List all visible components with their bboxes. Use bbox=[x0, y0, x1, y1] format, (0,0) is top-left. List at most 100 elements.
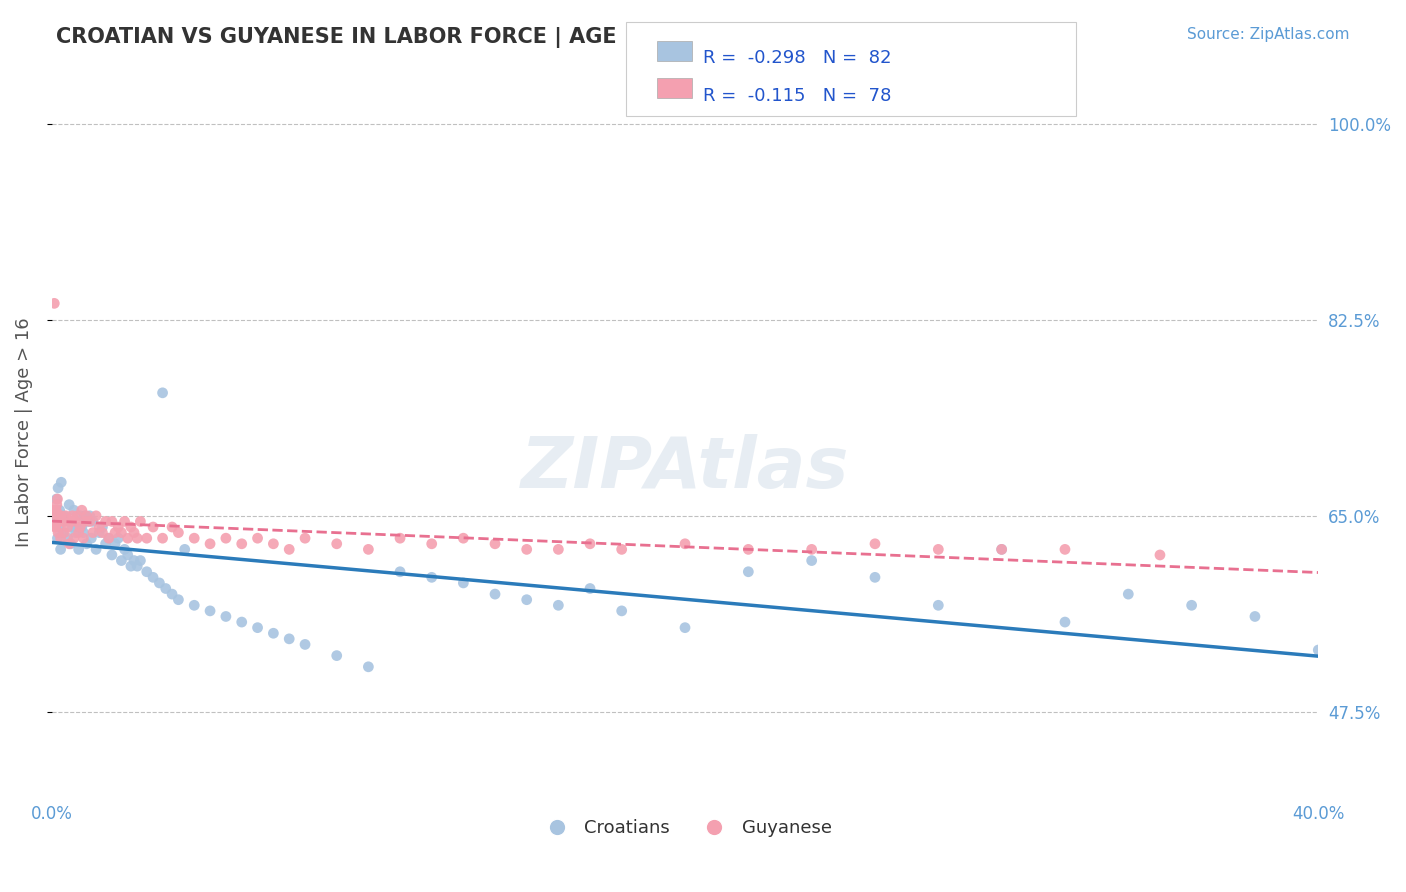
Point bbox=[45, 503, 67, 517]
Point bbox=[927, 599, 949, 613]
Point bbox=[79, 515, 101, 529]
Point bbox=[52, 515, 75, 529]
Point bbox=[44, 520, 66, 534]
Point bbox=[357, 542, 380, 557]
Point bbox=[148, 576, 170, 591]
Point bbox=[48, 515, 70, 529]
Point bbox=[800, 553, 823, 567]
Point bbox=[46, 531, 69, 545]
Point bbox=[737, 542, 759, 557]
Point bbox=[45, 520, 67, 534]
Point bbox=[155, 582, 177, 596]
Point bbox=[420, 537, 443, 551]
Point bbox=[127, 559, 149, 574]
Point bbox=[56, 531, 79, 545]
Point bbox=[1053, 542, 1076, 557]
Point bbox=[357, 660, 380, 674]
Point bbox=[114, 515, 136, 529]
Point bbox=[167, 592, 190, 607]
Point bbox=[325, 537, 347, 551]
Point bbox=[610, 542, 633, 557]
Point bbox=[927, 542, 949, 557]
Point bbox=[114, 542, 136, 557]
Point bbox=[48, 520, 70, 534]
Point bbox=[67, 525, 90, 540]
Point bbox=[198, 604, 221, 618]
Point bbox=[94, 537, 117, 551]
Point bbox=[1149, 548, 1171, 562]
Point bbox=[110, 525, 132, 540]
Point bbox=[52, 508, 75, 523]
Point bbox=[89, 520, 111, 534]
Point bbox=[77, 515, 100, 529]
Point bbox=[51, 508, 73, 523]
Point bbox=[107, 531, 129, 545]
Point bbox=[45, 498, 67, 512]
Point bbox=[48, 508, 70, 523]
Point bbox=[167, 525, 190, 540]
Point bbox=[58, 537, 80, 551]
Point bbox=[129, 553, 152, 567]
Point bbox=[110, 553, 132, 567]
Point bbox=[122, 525, 145, 540]
Point bbox=[990, 542, 1012, 557]
Point bbox=[547, 599, 569, 613]
Point bbox=[547, 542, 569, 557]
Point bbox=[70, 520, 93, 534]
Point bbox=[129, 515, 152, 529]
Point bbox=[104, 537, 127, 551]
Point bbox=[91, 520, 114, 534]
Point bbox=[72, 531, 94, 545]
Point bbox=[84, 542, 107, 557]
Point bbox=[104, 525, 127, 540]
Point bbox=[72, 525, 94, 540]
Point bbox=[84, 508, 107, 523]
Text: R =  -0.298   N =  82: R = -0.298 N = 82 bbox=[703, 49, 891, 67]
Point bbox=[262, 537, 284, 551]
Point bbox=[82, 525, 104, 540]
Point bbox=[70, 503, 93, 517]
Point bbox=[76, 537, 98, 551]
Point bbox=[73, 508, 96, 523]
Point bbox=[46, 481, 69, 495]
Point bbox=[246, 531, 269, 545]
Point bbox=[579, 582, 602, 596]
Point bbox=[484, 587, 506, 601]
Text: R =  -0.115   N =  78: R = -0.115 N = 78 bbox=[703, 87, 891, 104]
Point bbox=[69, 508, 91, 523]
Text: ZIPAtlas: ZIPAtlas bbox=[520, 434, 849, 503]
Point bbox=[82, 515, 104, 529]
Point bbox=[45, 491, 67, 506]
Point bbox=[152, 531, 174, 545]
Point bbox=[107, 520, 129, 534]
Point bbox=[122, 553, 145, 567]
Point bbox=[46, 491, 69, 506]
Point bbox=[65, 515, 87, 529]
Point bbox=[60, 520, 83, 534]
Point bbox=[453, 576, 475, 591]
Point bbox=[1116, 587, 1139, 601]
Point bbox=[67, 542, 90, 557]
Point bbox=[49, 542, 72, 557]
Point bbox=[173, 542, 195, 557]
Point bbox=[231, 537, 253, 551]
Point bbox=[294, 637, 316, 651]
Point bbox=[117, 531, 139, 545]
Point bbox=[453, 531, 475, 545]
Point bbox=[94, 515, 117, 529]
Text: Source: ZipAtlas.com: Source: ZipAtlas.com bbox=[1187, 27, 1350, 42]
Point bbox=[117, 548, 139, 562]
Point bbox=[484, 537, 506, 551]
Point bbox=[610, 604, 633, 618]
Point bbox=[215, 531, 238, 545]
Point bbox=[101, 548, 124, 562]
Point bbox=[294, 531, 316, 545]
Point bbox=[69, 520, 91, 534]
Point bbox=[160, 587, 183, 601]
Point bbox=[44, 296, 66, 310]
Point bbox=[278, 632, 301, 646]
Point bbox=[53, 525, 76, 540]
Point bbox=[516, 592, 538, 607]
Point bbox=[142, 520, 165, 534]
Point bbox=[142, 570, 165, 584]
